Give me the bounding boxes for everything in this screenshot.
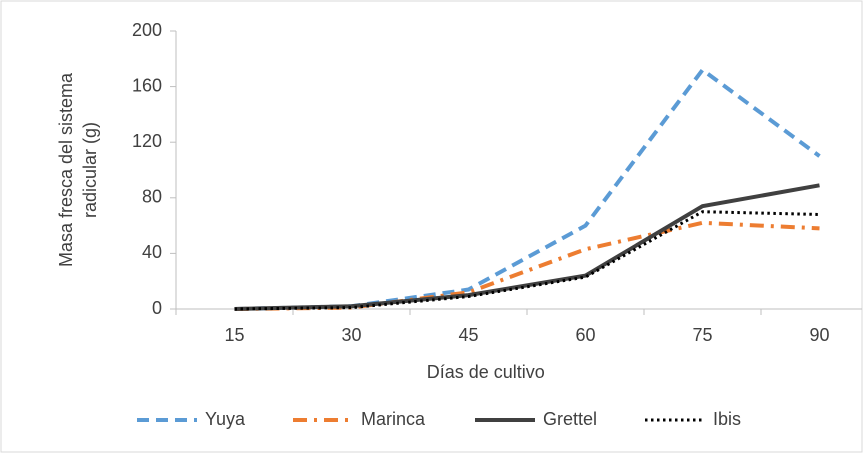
y-tick-label: 80 [142,187,162,207]
y-tick-label: 40 [142,242,162,262]
y-tick-label: 160 [132,75,162,95]
y-tick-label: 200 [132,20,162,40]
x-tick-label: 90 [809,325,829,345]
legend-label: Ibis [713,409,741,429]
y-tick-label: 120 [132,131,162,151]
legend-label: Marinca [361,409,426,429]
legend-label: Grettel [543,409,597,429]
y-axis-title: Masa fresca del sistema [56,72,76,267]
x-tick-label: 30 [341,325,361,345]
series-line [234,210,820,311]
x-tick-label: 75 [692,325,712,345]
x-axis-title: Días de cultivo [427,362,545,382]
y-tick-label: 0 [152,298,162,318]
x-tick-label: 15 [224,325,244,345]
x-tick-label: 45 [458,325,478,345]
legend-label: Yuya [205,409,246,429]
y-axis-title: radicular (g) [80,122,100,218]
x-tick-label: 60 [575,325,595,345]
